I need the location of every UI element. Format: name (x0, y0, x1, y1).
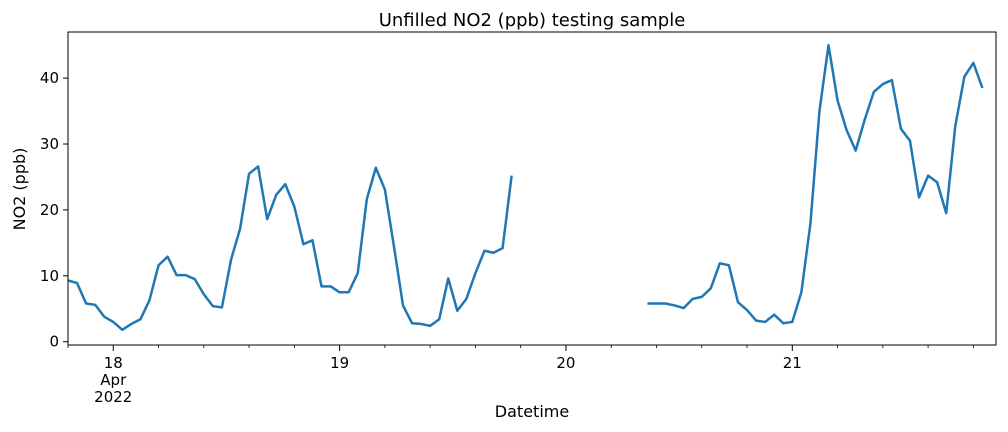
y-tick-label: 30 (40, 135, 59, 153)
y-tick-label: 40 (40, 69, 59, 87)
series-line-no2 (67, 43, 984, 332)
chart-title: Unfilled NO2 (ppb) testing sample (379, 10, 686, 31)
x-tick-label: 21 (783, 354, 802, 372)
x-axis-label: Datetime (495, 402, 569, 421)
y-tick-label: 20 (40, 201, 59, 219)
y-tick-label: 0 (49, 333, 59, 351)
y-tick-label: 10 (40, 267, 59, 285)
plot-frame (67, 31, 997, 346)
x-tick-month-label: Apr (100, 371, 127, 389)
x-tick-label: 19 (330, 354, 349, 372)
x-tick-year-label: 2022 (94, 388, 132, 406)
x-tick-label: 20 (556, 354, 575, 372)
y-axis-label: NO2 (ppb) (10, 148, 29, 231)
x-tick-label: 18 (104, 354, 123, 372)
